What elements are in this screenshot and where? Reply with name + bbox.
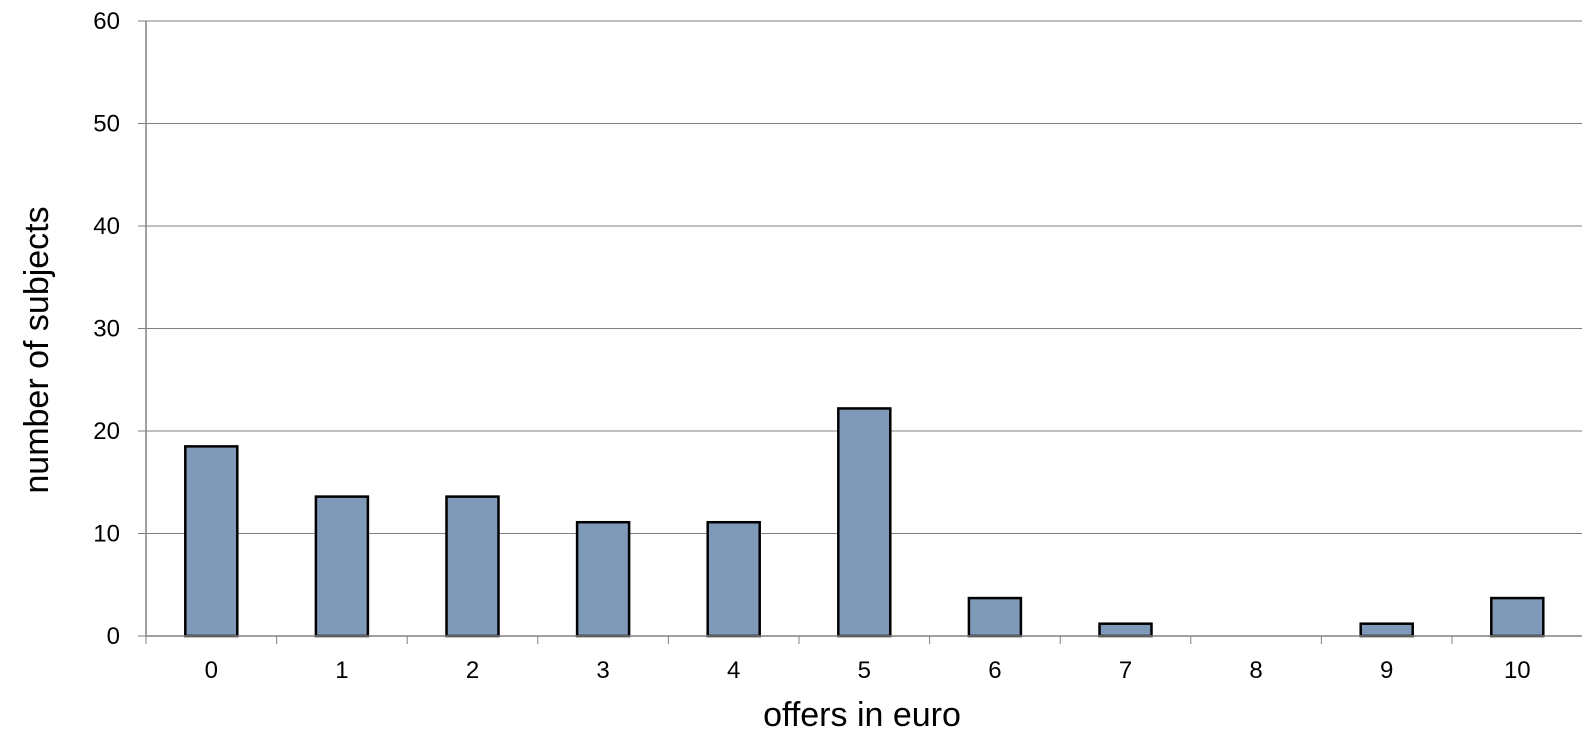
bar-4 (706, 520, 761, 638)
y-tick-label: 40 (93, 213, 120, 240)
x-tick-label: 10 (1504, 657, 1531, 684)
y-tick-label: 10 (93, 521, 120, 548)
x-tick-label: 5 (858, 657, 871, 684)
x-tick-label: 2 (466, 657, 479, 684)
axes (138, 20, 1582, 644)
bar-9 (1359, 622, 1414, 638)
x-tick-label: 3 (596, 657, 609, 684)
y-tick-label: 30 (93, 316, 120, 343)
gridlines (146, 20, 1582, 534)
x-tick-label: 0 (205, 657, 218, 684)
bar-2 (445, 495, 500, 638)
bar-10 (1490, 596, 1545, 638)
x-tick-label: 8 (1249, 657, 1262, 684)
y-axis-title: number of subjects (18, 206, 56, 493)
x-tick-label: 1 (335, 657, 348, 684)
x-tick-label: 4 (727, 657, 740, 684)
tick-labels: 0 10 20 30 40 50 60 0 1 2 3 4 5 6 7 8 9 10 (93, 8, 1530, 684)
bar-6 (967, 596, 1023, 638)
bar-7 (1098, 622, 1153, 638)
x-tick-label: 7 (1119, 657, 1132, 684)
bar-1 (314, 495, 370, 638)
bar-0 (184, 445, 239, 638)
x-tick-label: 9 (1380, 657, 1393, 684)
bars (184, 407, 1545, 638)
bar-5 (837, 407, 892, 638)
y-tick-label: 60 (93, 8, 120, 35)
y-tick-label: 50 (93, 111, 120, 138)
y-tick-label: 20 (93, 418, 120, 445)
x-tick-label: 6 (988, 657, 1001, 684)
bar-3 (575, 520, 631, 638)
y-tick-label: 0 (107, 623, 120, 650)
x-axis-title: offers in euro (763, 696, 961, 734)
